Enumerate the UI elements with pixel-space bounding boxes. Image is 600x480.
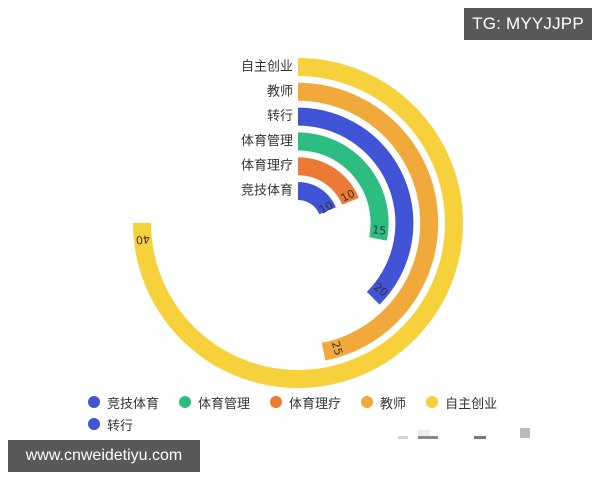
legend-item[interactable]: 教师 — [361, 392, 406, 412]
legend-label: 体育理疗 — [289, 396, 342, 412]
value-label: 15 — [372, 223, 387, 237]
legend-item[interactable]: 体育理疗 — [270, 392, 341, 412]
legend-label: 教师 — [380, 396, 407, 412]
legend-item[interactable]: 体育管理 — [179, 392, 250, 412]
value-label: 25 — [329, 340, 346, 357]
legend-dot-icon — [270, 396, 283, 408]
legend-dot-icon — [88, 418, 100, 430]
legend-item[interactable]: 自主创业 — [426, 392, 497, 412]
category-label: 竞技体育 — [241, 183, 293, 199]
category-label: 教师 — [267, 83, 293, 99]
legend-item[interactable]: 竞技体育 — [88, 392, 159, 412]
legend-item[interactable]: 转行 — [88, 414, 133, 434]
category-label: 体育理疗 — [241, 158, 293, 174]
value-label: 40 — [135, 232, 150, 246]
bar-体育理疗[interactable] — [298, 157, 359, 205]
legend-dot-icon — [88, 396, 100, 408]
watermark-bottom: www.cnweidetiyu.com — [8, 440, 200, 472]
legend-dot-icon — [426, 396, 439, 408]
value-label: 10 — [339, 187, 358, 205]
watermark-top: TG: MYYJJPP — [464, 8, 592, 40]
category-label: 自主创业 — [241, 60, 293, 75]
bar-竞技体育[interactable] — [298, 182, 336, 215]
legend-label: 转行 — [107, 418, 134, 434]
legend-label: 体育管理 — [198, 396, 251, 412]
category-label: 转行 — [267, 109, 293, 124]
legend-label: 自主创业 — [445, 396, 498, 412]
blurred-artifacts — [398, 428, 538, 442]
category-label: 体育管理 — [241, 133, 293, 149]
bar-自主创业[interactable] — [133, 58, 463, 388]
legend-dot-icon — [179, 396, 192, 408]
bar-体育管理[interactable] — [298, 132, 389, 241]
bar-转行[interactable] — [298, 107, 414, 305]
legend-label: 竞技体育 — [107, 396, 160, 412]
chart-legend: 竞技体育 体育管理 体育理疗 教师 自主创业转行 — [88, 392, 548, 434]
value-label: 10 — [317, 199, 336, 217]
bar-教师[interactable] — [298, 82, 439, 361]
legend-dot-icon — [361, 396, 374, 408]
